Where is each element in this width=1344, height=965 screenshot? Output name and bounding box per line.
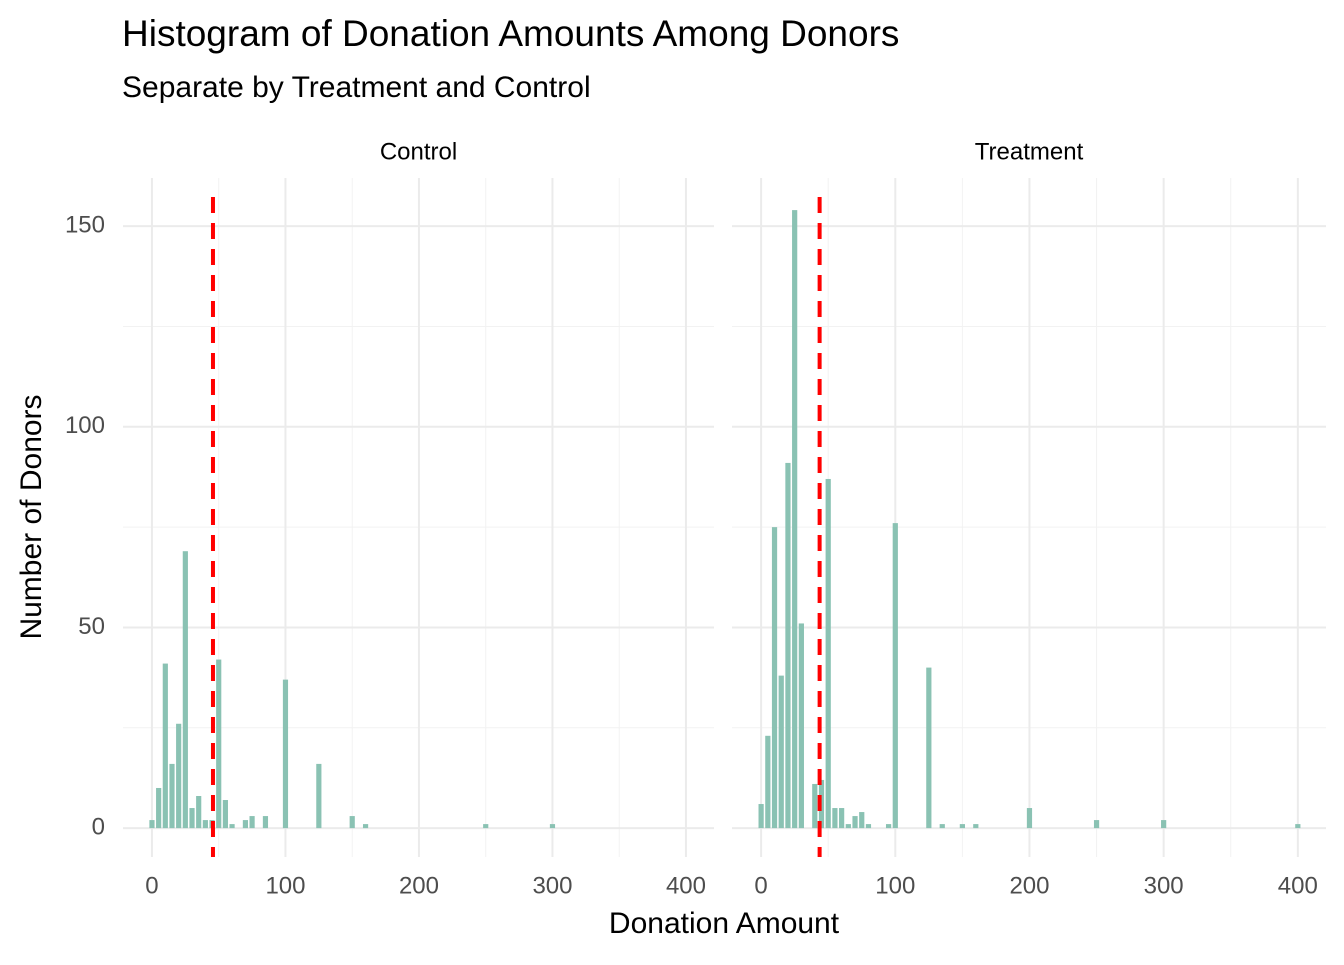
bar [483,824,489,829]
bar [229,824,235,829]
x-tick-label: 200 [1009,872,1049,899]
bar [1161,820,1167,829]
bar [859,812,865,829]
bar [926,667,932,829]
bar [176,723,182,829]
bar [792,210,798,829]
bar [149,820,155,829]
bar [798,623,804,829]
bar [282,679,289,829]
y-tick-label: 0 [92,813,105,840]
x-tick-label: 100 [265,872,305,899]
bar [852,816,858,829]
x-tick-label: 0 [754,872,767,899]
x-tick-label: 400 [1278,872,1318,899]
bar [316,763,322,829]
bar [362,824,369,829]
bar [812,783,818,829]
bar [771,527,778,829]
bar [959,824,965,829]
x-tick-label: 0 [145,872,158,899]
x-tick-label: 100 [875,872,915,899]
x-axis-title: Donation Amount [609,907,840,940]
bar [242,820,249,829]
bar [162,663,168,829]
facet-label: Control [380,138,457,165]
bar [785,462,791,829]
x-tick-label: 300 [1144,872,1184,899]
chart-subtitle: Separate by Treatment and Control [122,71,591,104]
bar [865,824,872,829]
bar [249,816,255,829]
bar [1295,824,1301,829]
bar [832,808,838,829]
bar [839,808,845,829]
bar [1026,808,1033,829]
bar [765,735,771,829]
bar [156,787,162,829]
bar [885,824,892,829]
bar [189,808,195,829]
bar [549,824,556,829]
y-tick-label: 100 [65,412,105,439]
bar [778,675,784,829]
bar [262,816,269,829]
bar [222,800,228,829]
bar [758,804,764,829]
bar [973,824,979,829]
bar [196,796,202,829]
bar [825,478,831,829]
bar [349,816,355,829]
y-tick-label: 150 [65,211,105,238]
bar [892,523,898,829]
x-tick-label: 300 [532,872,572,899]
bar [182,551,188,829]
bar [169,763,175,829]
x-tick-label: 400 [666,872,706,899]
x-tick-label: 200 [399,872,439,899]
bar [845,824,851,829]
facet-label: Treatment [975,138,1084,165]
bar [202,820,208,829]
chart-title: Histogram of Donation Amounts Among Dono… [122,13,899,54]
bar [1093,820,1100,829]
bar [216,659,222,829]
y-axis-title: Number of Donors [15,394,48,639]
bar [939,824,945,829]
y-tick-label: 50 [78,613,105,640]
